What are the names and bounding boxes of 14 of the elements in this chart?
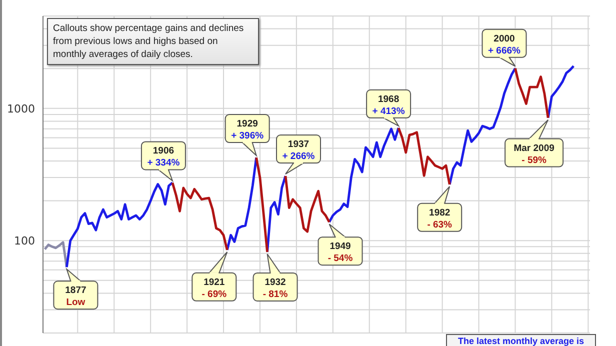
y-tick-label: 100 (14, 234, 35, 248)
annotation: 1968 + 413% (372, 94, 406, 117)
annotation: Mar 2009 - 59% (514, 142, 554, 166)
annotation: 1921 - 69% (202, 276, 228, 300)
note-box: Callouts show percentage gains and declines from previous lows and highs based on monthly averages of daily closes. (47, 18, 259, 65)
annotation: 1949 - 54% (328, 241, 354, 264)
annotation: 2000 + 666% (488, 33, 522, 56)
annotation: 1929 + 396% (231, 118, 264, 142)
annotation: 1937 + 266% (282, 139, 316, 162)
annotation: 1932 - 81% (262, 276, 288, 300)
annotation: 1877 Low (65, 285, 86, 308)
annotation: 1906 + 334% (147, 146, 180, 169)
y-tick-label: 1000 (7, 102, 35, 116)
annotation: 1982 - 63% (427, 207, 453, 230)
